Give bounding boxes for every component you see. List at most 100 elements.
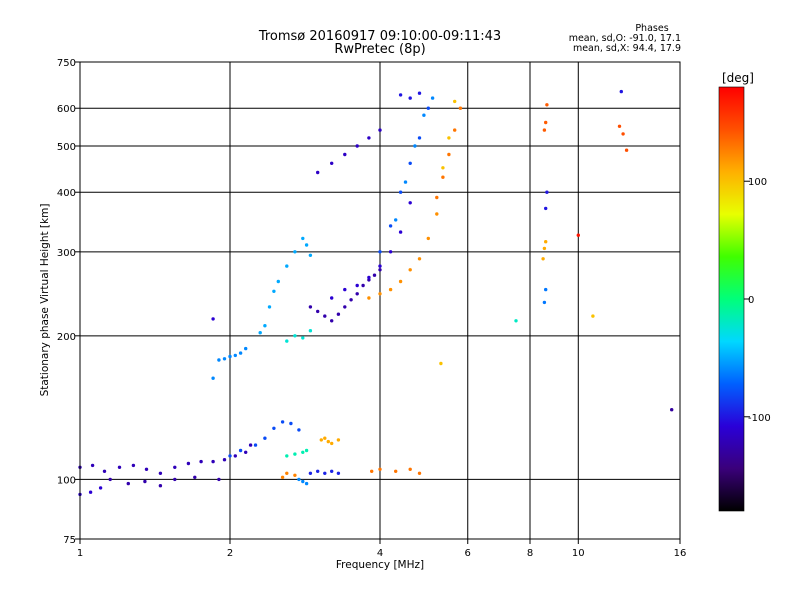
data-point bbox=[297, 477, 301, 482]
data-point bbox=[126, 481, 130, 486]
data-point bbox=[108, 477, 112, 482]
data-point bbox=[267, 305, 272, 309]
data-point bbox=[430, 96, 435, 100]
data-point bbox=[378, 467, 382, 471]
data-point bbox=[542, 246, 547, 251]
data-point bbox=[222, 458, 227, 462]
data-point bbox=[304, 481, 309, 486]
data-point bbox=[439, 361, 443, 366]
x-axis-label: Frequency [MHz] bbox=[336, 559, 424, 571]
data-point bbox=[285, 454, 289, 458]
data-point bbox=[293, 334, 297, 338]
y-tick-label: 300 bbox=[57, 248, 76, 259]
data-point bbox=[301, 450, 305, 454]
data-point bbox=[398, 93, 403, 97]
data-point bbox=[378, 128, 382, 132]
colorbar-tick-label: -100 bbox=[748, 413, 771, 424]
data-point bbox=[117, 465, 122, 469]
data-point bbox=[544, 206, 548, 211]
data-point bbox=[285, 264, 289, 268]
data-point bbox=[541, 257, 545, 261]
data-point bbox=[217, 477, 221, 482]
data-point bbox=[545, 103, 549, 107]
data-point bbox=[417, 257, 422, 261]
data-point bbox=[297, 428, 301, 432]
chart-title: Tromsø 20160917 09:10:00-09:11:43 bbox=[258, 29, 501, 44]
data-point bbox=[394, 218, 398, 222]
data-point bbox=[293, 473, 297, 477]
data-point bbox=[545, 190, 549, 194]
data-point bbox=[426, 106, 430, 110]
data-point bbox=[426, 236, 430, 241]
data-point bbox=[244, 450, 248, 454]
data-point bbox=[417, 91, 422, 95]
colorbar-label: [deg] bbox=[722, 71, 754, 85]
y-tick-label: 500 bbox=[57, 142, 76, 153]
data-point bbox=[403, 180, 408, 184]
x-tick-label: 1 bbox=[77, 548, 83, 559]
data-point bbox=[367, 278, 371, 282]
data-point bbox=[173, 477, 177, 482]
data-point bbox=[617, 124, 622, 128]
data-point bbox=[417, 471, 422, 475]
data-point bbox=[378, 264, 382, 268]
data-point bbox=[388, 224, 393, 228]
data-point bbox=[233, 454, 237, 458]
data-point bbox=[621, 132, 625, 136]
data-point bbox=[258, 331, 262, 335]
y-tick-label: 400 bbox=[57, 188, 76, 199]
data-point bbox=[217, 358, 221, 362]
axis-ticks: 1 2 4 6 8 10 16 75 100 200 300 400 500 600 750 bbox=[57, 58, 686, 559]
data-point bbox=[308, 471, 313, 475]
data-point bbox=[323, 314, 327, 318]
data-point bbox=[544, 120, 548, 125]
colorbar-tick-label: 0 bbox=[748, 295, 754, 306]
data-point bbox=[316, 170, 320, 175]
data-point bbox=[308, 253, 313, 257]
data-point bbox=[308, 329, 313, 333]
data-point bbox=[542, 300, 547, 305]
data-point bbox=[378, 268, 382, 272]
y-tick-label: 600 bbox=[57, 104, 76, 115]
data-point bbox=[238, 448, 243, 453]
data-point bbox=[355, 144, 359, 148]
data-point bbox=[186, 461, 191, 466]
data-point bbox=[293, 452, 297, 456]
data-point bbox=[447, 136, 451, 140]
data-point bbox=[453, 99, 457, 104]
data-point bbox=[367, 275, 371, 280]
data-point bbox=[272, 426, 276, 430]
data-point bbox=[301, 479, 305, 484]
data-point bbox=[304, 448, 309, 453]
data-point bbox=[336, 471, 341, 475]
grid-lines bbox=[80, 62, 680, 539]
data-point bbox=[619, 89, 623, 94]
data-point bbox=[301, 236, 305, 241]
data-point bbox=[238, 351, 243, 355]
data-point bbox=[211, 317, 215, 321]
data-point bbox=[222, 357, 227, 361]
data-point bbox=[330, 161, 334, 165]
data-point bbox=[398, 230, 403, 234]
colorbar-ticks: 100 0 -100 bbox=[744, 177, 771, 424]
data-points bbox=[78, 89, 674, 497]
data-point bbox=[624, 148, 629, 152]
data-point bbox=[285, 471, 289, 475]
data-point bbox=[173, 465, 177, 469]
data-point bbox=[453, 128, 457, 132]
data-point bbox=[343, 287, 347, 292]
data-point bbox=[408, 467, 412, 471]
data-point bbox=[244, 346, 248, 351]
data-point bbox=[355, 292, 359, 296]
data-point bbox=[228, 354, 232, 359]
data-point bbox=[319, 438, 323, 442]
data-point bbox=[458, 106, 463, 110]
data-point bbox=[355, 283, 359, 288]
data-point bbox=[378, 292, 382, 296]
data-point bbox=[193, 475, 197, 479]
data-point bbox=[293, 250, 297, 254]
data-point bbox=[343, 152, 347, 157]
chart-subtitle: RwPretec (8p) bbox=[334, 42, 425, 57]
data-point bbox=[388, 250, 393, 254]
x-tick-label: 2 bbox=[227, 548, 233, 559]
